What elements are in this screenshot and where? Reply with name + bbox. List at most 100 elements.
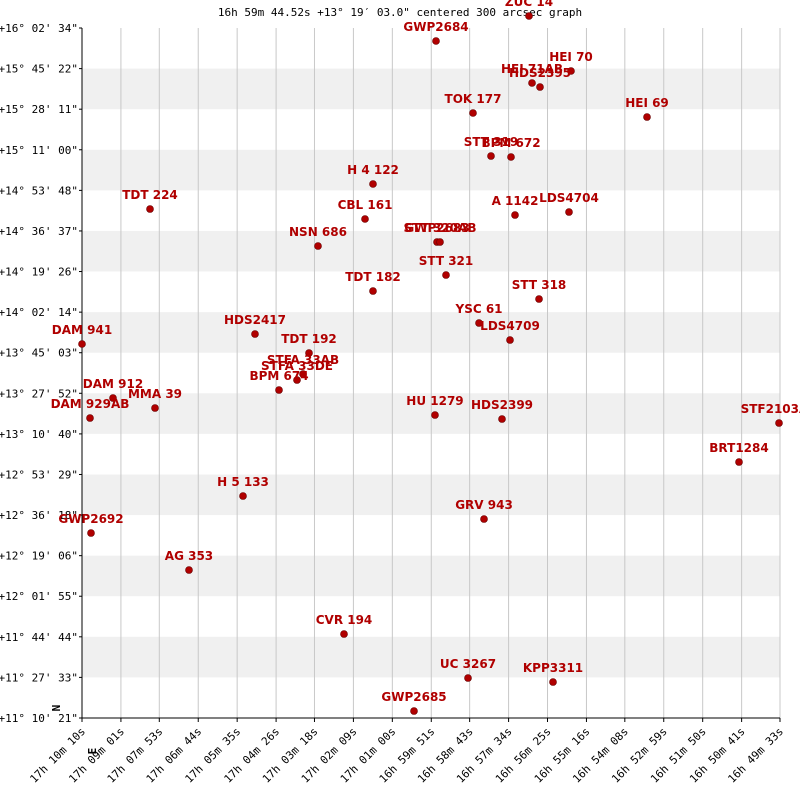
star-point [369, 180, 377, 188]
star-label: STT 319 [464, 135, 519, 149]
star-label: LDS4704 [539, 191, 599, 205]
star-point [86, 414, 94, 422]
star-label: TDT 192 [281, 332, 337, 346]
star-label: STF2103AB [741, 402, 800, 416]
star-label: HDS2395 [509, 66, 571, 80]
star-point [549, 678, 557, 686]
y-tick-label: +16° 02' 34" [0, 22, 78, 35]
star-label: HDS2417 [224, 313, 286, 327]
star-label: MMA 39 [128, 387, 182, 401]
star-label: HEI 69 [625, 96, 669, 110]
star-label: H 4 122 [347, 163, 399, 177]
star-label: HDS2399 [471, 398, 533, 412]
y-tick-label: +15° 28' 11" [0, 103, 78, 116]
y-tick-label: +15° 11' 00" [0, 144, 78, 157]
star-point [436, 238, 444, 246]
y-tick-label: +13° 27' 52" [0, 387, 78, 400]
star-point [511, 211, 519, 219]
chart-title: 16h 59m 44.52s +13° 19′ 03.0" centered 3… [218, 6, 582, 19]
y-tick-label: +14° 53' 48" [0, 184, 78, 197]
star-point [507, 153, 515, 161]
star-label: HEI 71AB [501, 62, 563, 76]
star-point [643, 113, 651, 121]
star-point [535, 295, 543, 303]
star-point [410, 707, 418, 715]
star-point [469, 109, 477, 117]
y-tick-label: +14° 36' 37" [0, 225, 78, 238]
star-label: GWP2683 [404, 221, 469, 235]
star-point [565, 208, 573, 216]
y-tick-label: +12° 36' 18" [0, 509, 78, 522]
y-tick-label: +13° 45' 03" [0, 347, 78, 360]
star-point [442, 271, 450, 279]
star-point [340, 630, 348, 638]
star-point [151, 404, 159, 412]
star-label: DAM 941 [52, 323, 112, 337]
star-label: LDS4709 [480, 319, 540, 333]
star-label: GWP2684 [403, 20, 468, 34]
star-label: GRV 943 [455, 498, 513, 512]
star-point [146, 205, 154, 213]
star-label: TDT 224 [122, 188, 178, 202]
star-label: STT 321 [419, 254, 474, 268]
star-point [314, 242, 322, 250]
star-label: UC 3267 [440, 657, 496, 671]
y-tick-label: +14° 02' 14" [0, 306, 78, 319]
star-point [775, 419, 783, 427]
star-label: BPM 674 [249, 369, 308, 383]
star-point [275, 386, 283, 394]
star-label: ZUC 14 [505, 0, 553, 9]
star-point [361, 215, 369, 223]
star-point [78, 340, 86, 348]
star-point [525, 12, 533, 20]
star-point [528, 79, 536, 87]
star-label: STT 320AB [404, 221, 477, 235]
star-point [369, 287, 377, 295]
star-label: AG 353 [165, 549, 213, 563]
star-label: TDT 182 [345, 270, 401, 284]
star-point [299, 370, 307, 378]
star-point [475, 319, 483, 327]
star-point [87, 529, 95, 537]
star-label: STFA 33AB [267, 353, 339, 367]
star-point [251, 330, 259, 338]
star-label: CBL 161 [338, 198, 393, 212]
star-label: NSN 686 [289, 225, 347, 239]
star-label: STFA 33DE [261, 359, 333, 373]
y-tick-label: +11° 10' 21" [0, 712, 78, 725]
compass-north: N [50, 705, 63, 712]
star-label: TOK 177 [445, 92, 502, 106]
star-point [487, 152, 495, 160]
star-label: DAM 912 [83, 377, 143, 391]
y-tick-label: +13° 10' 40" [0, 428, 78, 441]
compass-east: E [86, 748, 99, 755]
star-point [567, 67, 575, 75]
star-point [305, 349, 313, 357]
y-tick-label: +12° 01' 55" [0, 590, 78, 603]
star-label: A 1142 [492, 194, 539, 208]
star-point [293, 376, 301, 384]
star-point [185, 566, 193, 574]
star-point [431, 411, 439, 419]
star-label: BPM 672 [481, 136, 540, 150]
star-point [464, 674, 472, 682]
star-point [109, 394, 117, 402]
y-tick-label: +15° 45' 22" [0, 63, 78, 76]
y-tick-label: +11° 27' 33" [0, 671, 78, 684]
star-point [735, 458, 743, 466]
star-point [536, 83, 544, 91]
star-point [432, 37, 440, 45]
star-point [498, 415, 506, 423]
y-tick-label: +12° 53' 29" [0, 468, 78, 481]
star-label: BRT1284 [709, 441, 768, 455]
star-point [239, 492, 247, 500]
y-tick-label: +11° 44' 44" [0, 631, 78, 644]
star-label: HU 1279 [406, 394, 463, 408]
star-label: GWP2685 [381, 690, 446, 704]
star-point [506, 336, 514, 344]
star-label: DAM 929AB [51, 397, 130, 411]
y-tick-label: +14° 19' 26" [0, 266, 78, 279]
star-label: GWP2692 [58, 512, 123, 526]
star-label: CVR 194 [316, 613, 373, 627]
y-tick-label: +12° 19' 06" [0, 550, 78, 563]
